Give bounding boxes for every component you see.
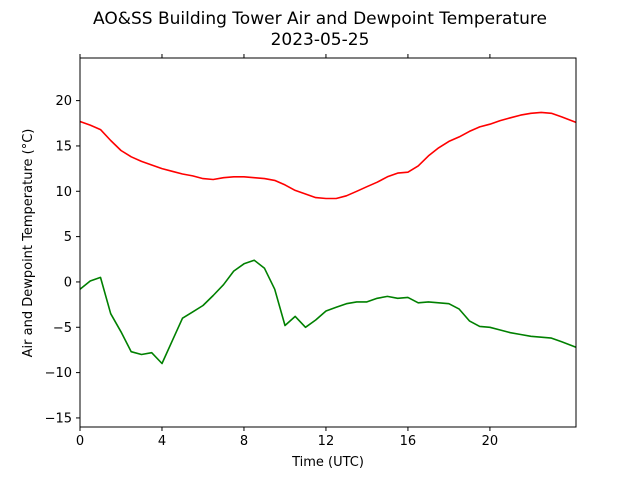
- y-tick-label: −10: [45, 366, 72, 381]
- x-tick-label: 8: [240, 434, 248, 449]
- dewpoint-temperature-line: [79, 259, 577, 365]
- x-axis-label: Time (UTC): [291, 455, 364, 470]
- y-tick-label: 0: [64, 275, 72, 290]
- y-tick-label: 10: [55, 185, 72, 200]
- y-tick-label: 5: [64, 230, 72, 245]
- x-tick-label: 0: [76, 434, 84, 449]
- plot-area: 0 4 8 12 16 20 −15 −10 −5 0 5 10 15 20: [45, 54, 577, 449]
- plot-frame: [79, 57, 577, 428]
- chart-subtitle: 2023-05-25: [271, 30, 370, 50]
- y-tick-label: −5: [53, 321, 72, 336]
- air-temperature-line: [79, 111, 577, 200]
- x-tick-label: 16: [400, 434, 417, 449]
- x-tick-label: 20: [482, 434, 499, 449]
- chart-title: AO&SS Building Tower Air and Dewpoint Te…: [93, 9, 547, 29]
- y-tick-label: 15: [55, 139, 72, 154]
- y-tick-label: −15: [45, 411, 72, 426]
- y-tick-label: 20: [55, 94, 72, 109]
- x-tick-label: 12: [318, 434, 335, 449]
- y-axis-label: Air and Dewpoint Temperature (°C): [21, 129, 36, 358]
- x-tick-label: 4: [158, 434, 166, 449]
